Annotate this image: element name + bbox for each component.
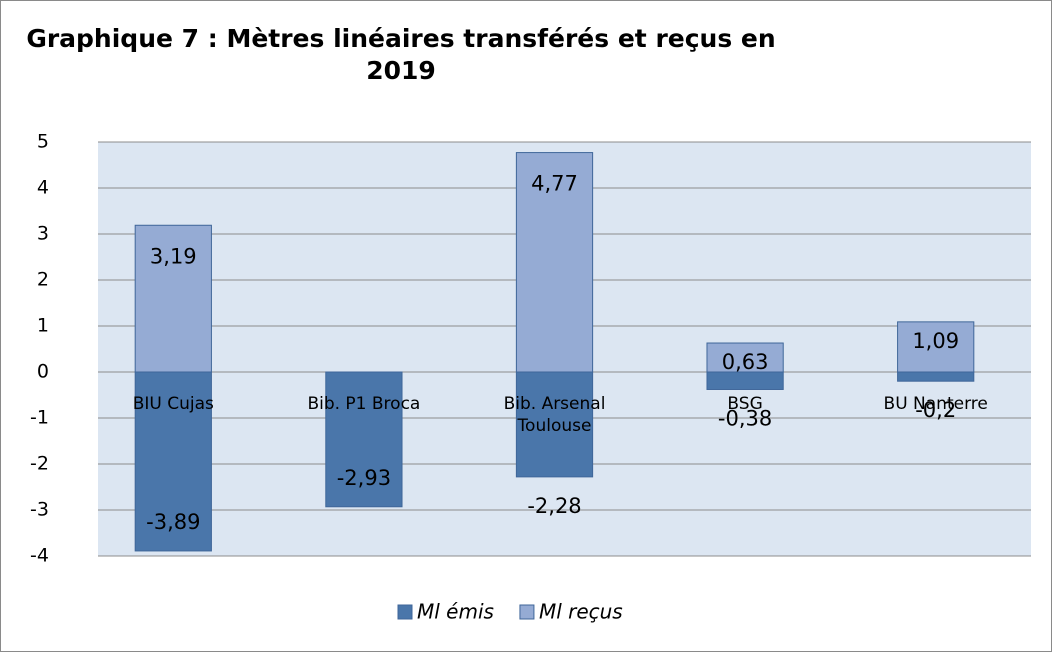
chart-title: Graphique 7 : Mètres linéaires transféré… — [26, 24, 776, 85]
legend-swatch — [519, 604, 535, 620]
y-tick-label: -2 — [30, 453, 49, 475]
bar — [515, 152, 594, 373]
data-label: -2,93 — [337, 466, 391, 490]
data-label: -0,38 — [718, 406, 772, 430]
x-tick-label: BU Nanterre — [883, 394, 988, 414]
data-label: 0,63 — [722, 350, 769, 374]
data-label: 3,19 — [150, 244, 197, 268]
x-tick-label: Bib. P1 Broca — [307, 394, 421, 414]
y-tick-label: 5 — [37, 131, 49, 153]
data-label: -2,28 — [527, 494, 581, 518]
x-tick-label: BSG — [727, 394, 763, 414]
data-label: -0,2 — [915, 398, 956, 422]
y-tick-label: 4 — [37, 177, 49, 199]
x-tick-label: Bib. Arsenal Toulouse — [503, 394, 606, 436]
bar — [897, 371, 975, 382]
bar — [706, 342, 784, 373]
x-tick-label: BIU Cujas — [132, 394, 214, 414]
data-label: 4,77 — [531, 172, 578, 196]
bar — [897, 321, 975, 373]
data-label: -3,89 — [146, 510, 200, 534]
bar — [515, 371, 594, 478]
y-tick-label: -4 — [30, 545, 49, 567]
y-tick-label: -3 — [30, 499, 49, 521]
y-tick-label: -1 — [30, 407, 49, 429]
legend-label: Ml reçus — [539, 600, 623, 624]
bar — [325, 371, 403, 508]
y-tick-label: 1 — [37, 315, 49, 337]
y-tick-label: 0 — [37, 361, 49, 383]
bar — [706, 371, 784, 390]
legend-swatch — [397, 604, 413, 620]
y-tick-label: 3 — [37, 223, 49, 245]
legend-label: Ml émis — [417, 600, 494, 624]
y-tick-label: 2 — [37, 269, 49, 291]
data-label: 1,09 — [912, 329, 959, 353]
bar — [134, 224, 212, 373]
